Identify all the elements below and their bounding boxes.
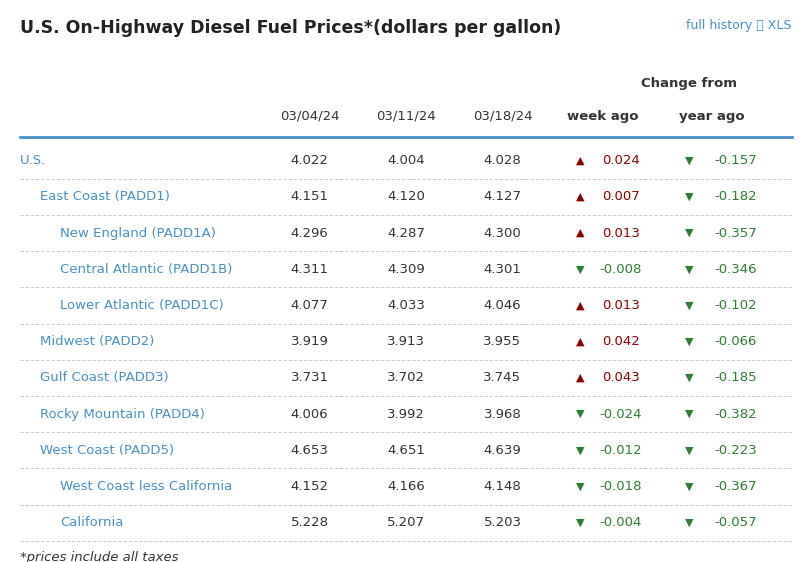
Text: ▲: ▲	[576, 301, 584, 310]
Text: 5.228: 5.228	[290, 516, 328, 529]
Text: ▲: ▲	[576, 373, 584, 383]
Text: 4.301: 4.301	[483, 263, 521, 276]
Text: ▼: ▼	[684, 264, 693, 274]
Text: 4.296: 4.296	[290, 226, 328, 239]
Text: New England (PADD1A): New England (PADD1A)	[60, 226, 216, 239]
Text: 4.148: 4.148	[483, 480, 521, 493]
Text: 4.151: 4.151	[290, 191, 328, 203]
Text: West Coast less California: West Coast less California	[60, 480, 233, 493]
Text: Central Atlantic (PADD1B): Central Atlantic (PADD1B)	[60, 263, 233, 276]
Text: 3.919: 3.919	[290, 335, 328, 348]
Text: 3.731: 3.731	[290, 371, 328, 384]
Text: 4.152: 4.152	[290, 480, 328, 493]
Text: -0.185: -0.185	[714, 371, 756, 384]
Text: California: California	[60, 516, 123, 529]
Text: 5.207: 5.207	[387, 516, 424, 529]
Text: ▼: ▼	[684, 301, 693, 310]
Text: 03/18/24: 03/18/24	[472, 110, 531, 123]
Text: -0.057: -0.057	[714, 516, 756, 529]
Text: Rocky Mountain (PADD4): Rocky Mountain (PADD4)	[41, 407, 205, 420]
Text: -0.102: -0.102	[714, 299, 756, 312]
Text: 03/04/24: 03/04/24	[280, 110, 339, 123]
Text: -0.066: -0.066	[714, 335, 756, 348]
Text: -0.223: -0.223	[713, 444, 756, 457]
Text: 3.913: 3.913	[387, 335, 424, 348]
Text: ▲: ▲	[576, 192, 584, 202]
Text: 4.311: 4.311	[290, 263, 328, 276]
Text: ▼: ▼	[684, 156, 693, 166]
Text: 4.028: 4.028	[483, 154, 521, 167]
Text: -0.024: -0.024	[599, 407, 641, 420]
Text: Change from: Change from	[641, 77, 736, 90]
Text: -0.182: -0.182	[714, 191, 756, 203]
Text: ▼: ▼	[684, 518, 693, 528]
Text: U.S. On-Highway Diesel Fuel Prices*(dollars per gallon): U.S. On-Highway Diesel Fuel Prices*(doll…	[20, 19, 560, 37]
Text: 0.043: 0.043	[601, 371, 639, 384]
Text: 0.042: 0.042	[601, 335, 639, 348]
Text: -0.357: -0.357	[713, 226, 756, 239]
Text: week ago: week ago	[566, 110, 638, 123]
Text: full history 📄 XLS: full history 📄 XLS	[685, 19, 791, 32]
Text: -0.018: -0.018	[599, 480, 641, 493]
Text: 3.955: 3.955	[483, 335, 521, 348]
Text: Midwest (PADD2): Midwest (PADD2)	[41, 335, 155, 348]
Text: -0.346: -0.346	[714, 263, 756, 276]
Text: ▼: ▼	[684, 228, 693, 238]
Text: East Coast (PADD1): East Coast (PADD1)	[41, 191, 170, 203]
Text: 4.033: 4.033	[387, 299, 424, 312]
Text: 3.745: 3.745	[483, 371, 521, 384]
Text: ▼: ▼	[684, 337, 693, 347]
Text: -0.004: -0.004	[599, 516, 641, 529]
Text: 3.968: 3.968	[483, 407, 521, 420]
Text: ▲: ▲	[576, 337, 584, 347]
Text: Lower Atlantic (PADD1C): Lower Atlantic (PADD1C)	[60, 299, 224, 312]
Text: ▼: ▼	[684, 373, 693, 383]
Text: 4.077: 4.077	[290, 299, 328, 312]
Text: West Coast (PADD5): West Coast (PADD5)	[41, 444, 174, 457]
Text: ▼: ▼	[684, 482, 693, 492]
Text: 4.651: 4.651	[387, 444, 424, 457]
Text: -0.367: -0.367	[714, 480, 756, 493]
Text: ▲: ▲	[576, 228, 584, 238]
Text: year ago: year ago	[678, 110, 744, 123]
Text: 0.024: 0.024	[601, 154, 639, 167]
Text: ▲: ▲	[576, 156, 584, 166]
Text: *prices include all taxes: *prices include all taxes	[20, 551, 178, 562]
Text: -0.157: -0.157	[713, 154, 756, 167]
Text: 3.702: 3.702	[387, 371, 424, 384]
Text: 4.300: 4.300	[483, 226, 521, 239]
Text: 4.166: 4.166	[387, 480, 424, 493]
Text: 4.653: 4.653	[290, 444, 328, 457]
Text: ▼: ▼	[576, 409, 584, 419]
Text: 0.013: 0.013	[601, 299, 639, 312]
Text: 4.006: 4.006	[290, 407, 328, 420]
Text: -0.382: -0.382	[714, 407, 756, 420]
Text: 4.639: 4.639	[483, 444, 521, 457]
Text: 5.203: 5.203	[483, 516, 521, 529]
Text: ▼: ▼	[684, 192, 693, 202]
Text: ▼: ▼	[684, 445, 693, 455]
Text: 4.004: 4.004	[387, 154, 424, 167]
Text: 4.046: 4.046	[483, 299, 521, 312]
Text: -0.012: -0.012	[599, 444, 642, 457]
Text: ▼: ▼	[576, 264, 584, 274]
Text: ▼: ▼	[576, 445, 584, 455]
Text: ▼: ▼	[576, 518, 584, 528]
Text: 4.127: 4.127	[483, 191, 521, 203]
Text: 0.013: 0.013	[601, 226, 639, 239]
Text: 4.120: 4.120	[387, 191, 424, 203]
Text: 0.007: 0.007	[601, 191, 639, 203]
Text: -0.008: -0.008	[599, 263, 641, 276]
Text: 4.309: 4.309	[387, 263, 424, 276]
Text: 4.287: 4.287	[387, 226, 424, 239]
Text: Gulf Coast (PADD3): Gulf Coast (PADD3)	[41, 371, 169, 384]
Text: 3.992: 3.992	[387, 407, 424, 420]
Text: 4.022: 4.022	[290, 154, 328, 167]
Text: ▼: ▼	[684, 409, 693, 419]
Text: U.S.: U.S.	[20, 154, 46, 167]
Text: 03/11/24: 03/11/24	[375, 110, 436, 123]
Text: ▼: ▼	[576, 482, 584, 492]
